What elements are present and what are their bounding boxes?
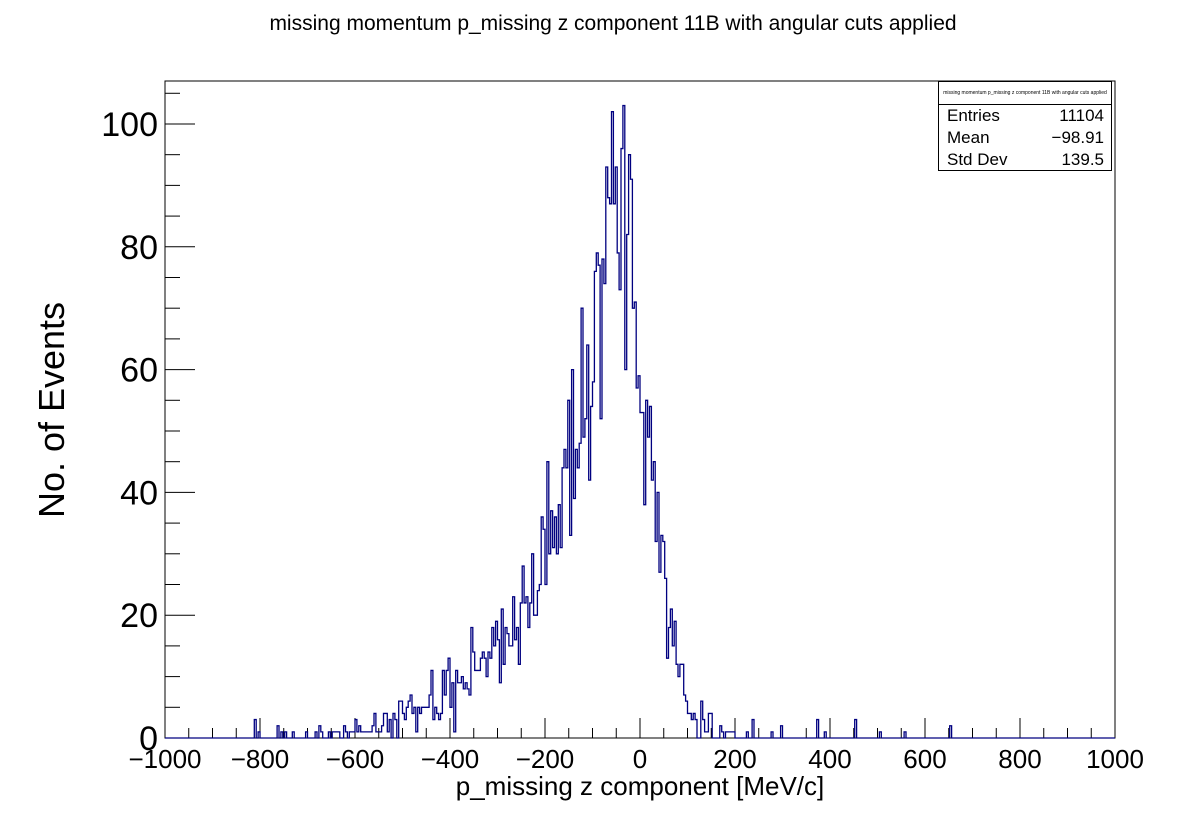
x-tick-label: −1000	[128, 744, 201, 774]
y-axis-label: No. of Events	[31, 302, 72, 518]
x-tick-label: 0	[633, 744, 647, 774]
x-tick-label: 200	[713, 744, 756, 774]
x-axis-label: p_missing z component [MeV/c]	[456, 771, 825, 801]
x-tick-label: −600	[326, 744, 385, 774]
stats-box-header: missing momentum p_missing z component 1…	[939, 82, 1111, 105]
stats-value-entries: 11104	[1059, 106, 1104, 125]
x-tick-label: 1000	[1086, 744, 1144, 774]
stats-value-mean: −98.91	[1051, 128, 1104, 147]
stats-row-stddev: Std Dev 139.5	[939, 149, 1111, 171]
x-tick-label: 800	[998, 744, 1041, 774]
x-tick-label: 600	[903, 744, 946, 774]
y-tick-label: 40	[120, 474, 158, 512]
stats-row-entries: Entries 11104	[939, 105, 1111, 127]
chart-title: missing momentum p_missing z component 1…	[269, 12, 957, 35]
x-tick-label: −400	[421, 744, 480, 774]
stats-label-mean: Mean	[947, 128, 990, 147]
x-tick-label: 400	[808, 744, 851, 774]
y-tick-label: 0	[139, 720, 158, 758]
x-tick-label: −800	[231, 744, 290, 774]
stats-value-stddev: 139.5	[1061, 150, 1104, 169]
stats-row-mean: Mean −98.91	[939, 127, 1111, 149]
stats-label-entries: Entries	[947, 106, 1000, 125]
stats-label-stddev: Std Dev	[947, 150, 1008, 169]
stats-box: missing momentum p_missing z component 1…	[938, 81, 1112, 171]
x-tick-label: −200	[516, 744, 575, 774]
y-tick-label: 20	[120, 597, 158, 635]
y-tick-label: 60	[120, 352, 158, 390]
y-tick-label: 80	[120, 229, 158, 267]
y-tick-label: 100	[101, 106, 158, 144]
histogram-line	[165, 104, 1115, 739]
